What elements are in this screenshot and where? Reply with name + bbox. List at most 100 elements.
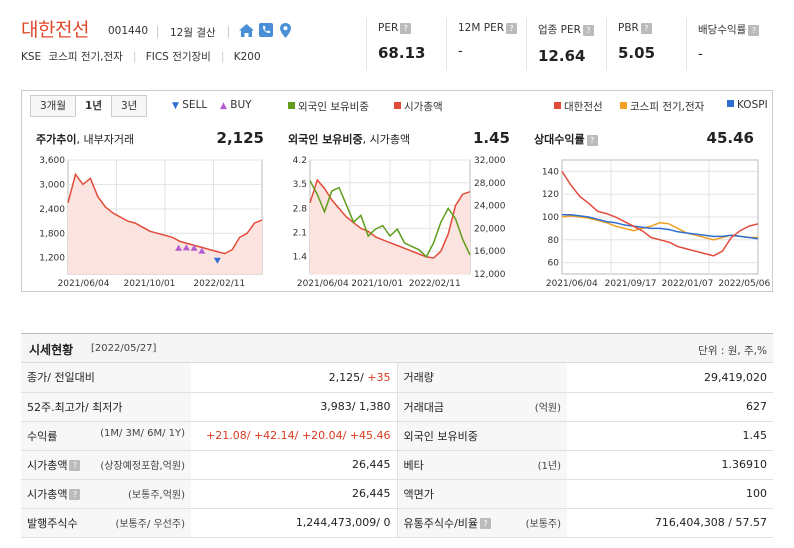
y-tick-label: 140 xyxy=(542,167,559,177)
row-value: 627 xyxy=(567,392,773,422)
row-value: 2,125/ +35 xyxy=(191,363,398,393)
metric-label: PER xyxy=(378,22,399,34)
company-title[interactable]: 대한전선 xyxy=(21,19,89,41)
sell-marker xyxy=(213,257,221,264)
divider xyxy=(686,18,687,70)
x-tick-label: 2021/06/04 xyxy=(58,279,110,289)
help-icon[interactable]: ? xyxy=(69,489,81,500)
legend-swatch xyxy=(727,100,734,107)
y-tick-label-right: 32,000 xyxy=(474,156,506,166)
foreign-chart-value: 1.45 xyxy=(472,129,510,147)
kospi-return-line xyxy=(562,213,759,240)
y-tick-label: 80 xyxy=(548,236,560,246)
home-icon[interactable] xyxy=(239,24,254,37)
row-label-sub: (상장예정포함,억원) xyxy=(100,460,185,472)
table-row: 52주.최고가/ 최저가 3,983/ 1,380 거래대금 (억원) 627 xyxy=(21,392,773,422)
metric-sector-per: 업종 PER? 12.64 xyxy=(538,22,594,65)
metric-value: 68.13 xyxy=(378,44,426,62)
row-value: 29,419,020 xyxy=(567,363,773,393)
market-cap-area xyxy=(310,180,470,274)
x-tick-label: 2022/02/11 xyxy=(193,279,245,289)
price-chart: 2021/06/04 2021/10/01 2022/02/11 3,600 3,000… xyxy=(39,156,263,289)
phone-icon[interactable] xyxy=(259,23,273,37)
market-status-table: 종가/ 전일대비 2,125/ +35 거래량 29,419,020 52주.최고가/ … xyxy=(21,363,773,538)
y-tick-label: 2,400 xyxy=(39,205,65,215)
y-tick-label-left: 3.5 xyxy=(293,180,307,190)
divider xyxy=(157,26,158,38)
row-value: 26,445 xyxy=(191,450,398,480)
legend-swatch xyxy=(394,102,401,109)
x-tick-label: 2021/10/01 xyxy=(351,279,403,289)
y-tick-label: 3,600 xyxy=(39,156,65,166)
row-label-sub: (보통주) xyxy=(525,518,561,530)
row-value: 716,404,308 / 57.57 xyxy=(567,508,773,538)
price-chart-title: 주가추이, 내부자거래 xyxy=(36,131,134,147)
table-row: 수익률 (1M/ 3M/ 6M/ 1Y) +21.08/ +42.14/ +20.0… xyxy=(21,421,773,451)
help-icon[interactable]: ? xyxy=(586,134,598,146)
metric-label: PBR xyxy=(618,22,639,34)
legend-swatch xyxy=(554,102,561,109)
stock-code: 001440 xyxy=(108,25,149,37)
row-label-sub: (1년) xyxy=(537,460,561,472)
legend-swatch xyxy=(288,102,295,109)
legend-foreign: 외국인 보유비중 xyxy=(288,99,369,114)
buy-triangle-icon: ▲ xyxy=(220,101,227,111)
metric-value: 12.64 xyxy=(538,47,586,65)
market-status-title: 시세현황 xyxy=(29,343,74,357)
legend-kospi: KOSPI xyxy=(727,99,768,111)
legend-cap: 시가총액 xyxy=(394,99,443,114)
row-value-text: 2,125/ xyxy=(328,370,368,384)
chart-title-bold: 상대수익률 xyxy=(534,133,585,146)
y-tick-label: 1,200 xyxy=(39,254,65,264)
row-value: 100 xyxy=(567,479,773,509)
divider xyxy=(446,18,447,70)
legend-label: 시가총액 xyxy=(404,101,443,113)
tab-1-year[interactable]: 1년 xyxy=(75,95,112,117)
help-icon[interactable]: ? xyxy=(400,22,412,34)
y-tick-label-left: 1.4 xyxy=(293,253,308,263)
help-icon[interactable]: ? xyxy=(506,22,518,34)
y-tick-label-left: 4.2 xyxy=(293,156,307,166)
foreign-chart-title: 외국인 보유비중, 시가총액 xyxy=(288,131,410,147)
row-label: 베타 (1년) xyxy=(396,450,567,480)
stock-header: 대한전선 001440 12월 결산 KSE 코스피 전기,전자 | FICS 전… xyxy=(0,0,794,80)
help-icon[interactable]: ? xyxy=(640,22,652,34)
tab-3-months[interactable]: 3개월 xyxy=(30,95,77,117)
help-icon[interactable]: ? xyxy=(582,24,594,36)
row-label-text: 52주.최고가/ 최저가 xyxy=(27,400,123,414)
x-tick-label: 2022/02/11 xyxy=(409,279,461,289)
row-label: 거래량 xyxy=(396,363,567,393)
index-label: K200 xyxy=(233,51,261,63)
divider xyxy=(606,18,607,70)
foreign-chart: 2021/06/04 2021/10/01 2022/02/11 4.2 3.5 2.8 2… xyxy=(293,156,506,289)
row-label-sub: (보통주/ 우선주) xyxy=(115,518,185,530)
row-label-sub: (보통주,억원) xyxy=(128,489,185,501)
row-label-text: 발행주식수 xyxy=(27,516,78,530)
x-tick-label: 2022/01/07 xyxy=(662,279,714,289)
help-icon[interactable]: ? xyxy=(480,518,492,529)
table-row: 발행주식수 (보통주/ 우선주) 1,244,473,009/ 0 유통주식수/비율?… xyxy=(21,508,773,538)
help-icon[interactable]: ? xyxy=(69,460,81,471)
row-label-text: 거래량 xyxy=(403,371,434,385)
metric-value: - xyxy=(698,47,703,62)
row-label-text: 시가총액 xyxy=(27,487,68,501)
row-value: 1,244,473,009/ 0 xyxy=(191,508,398,538)
row-value: 26,445 xyxy=(191,479,398,509)
y-tick-label: 1,800 xyxy=(39,229,65,239)
metric-value: - xyxy=(458,44,463,59)
sell-triangle-icon: ▼ xyxy=(172,101,179,111)
price-line xyxy=(67,172,263,255)
legend-label: BUY xyxy=(230,99,252,111)
metric-label: 배당수익률 xyxy=(698,24,747,36)
metric-per: PER? 68.13 xyxy=(378,22,425,62)
location-pin-icon[interactable] xyxy=(280,23,291,38)
market-status-header: 시세현황 [2022/05/27] 단위 : 원, 주,% xyxy=(21,333,773,363)
table-row: 시가총액? (보통주,억원) 26,445 액면가 100 xyxy=(21,479,773,509)
x-tick-label: 2021/10/01 xyxy=(124,279,176,289)
x-tick-label: 2021/06/04 xyxy=(297,279,349,289)
help-icon[interactable]: ? xyxy=(748,24,760,36)
divider xyxy=(228,26,229,38)
market-cap-line xyxy=(309,178,471,259)
company-return-line xyxy=(561,170,759,257)
tab-3-years[interactable]: 3년 xyxy=(110,95,148,117)
